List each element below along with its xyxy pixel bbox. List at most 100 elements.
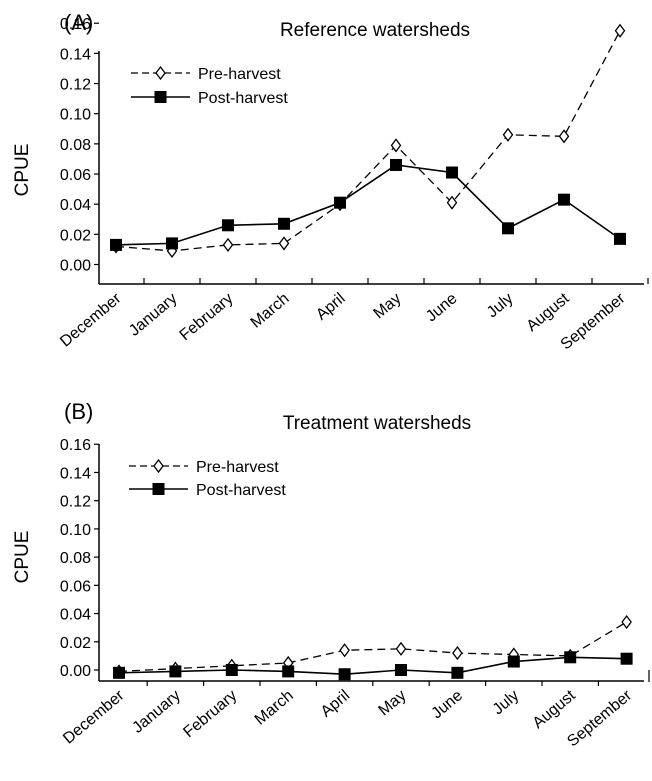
y-tick-label: 0.00 [60, 258, 91, 275]
y-tick-label: 0.06 [60, 167, 91, 184]
legend-marker-square-icon [152, 483, 165, 495]
panel-a-legend: Pre-harvest Post-harvest [131, 65, 288, 107]
y-tick-label: 0.12 [60, 494, 91, 511]
series-line-pre-harvest [118, 621, 627, 673]
data-point-post-harvest [225, 664, 238, 676]
x-tick-label: June [423, 290, 461, 325]
x-tick-label: July [490, 687, 523, 718]
panel-b: (B) Treatment watersheds CPUE 0.000.020.… [12, 399, 650, 750]
y-tick-label: 0.16 [60, 437, 91, 454]
series-line-post-harvest [115, 164, 621, 246]
data-point-post-harvest [564, 651, 577, 664]
data-point-post-harvest [390, 158, 402, 171]
series-line-post-harvest [118, 656, 627, 676]
legend-label-post-harvest: Post-harvest [196, 482, 286, 499]
legend-label-pre-harvest: Pre-harvest [196, 459, 279, 476]
data-point-pre-harvest [452, 645, 463, 661]
data-point-pre-harvest [395, 641, 407, 656]
y-tick-label: 0.02 [60, 635, 91, 652]
y-tick-label: 0.10 [60, 107, 91, 124]
legend-label-post-harvest: Post-harvest [198, 90, 288, 107]
x-tick-label: May [370, 290, 404, 322]
panel-a: (A) Reference watersheds CPUE 0.000.020.… [12, 10, 649, 353]
legend-marker-square-icon [154, 91, 167, 103]
panel-b-legend: Pre-harvest Post-harvest [129, 458, 286, 499]
data-point-post-harvest [334, 196, 346, 209]
x-tick-label: April [318, 687, 353, 721]
legend-item-pre-harvest: Pre-harvest [131, 65, 281, 83]
data-point-post-harvest [395, 664, 407, 676]
legend-item-pre-harvest: Pre-harvest [129, 458, 279, 476]
legend-item-post-harvest: Post-harvest [131, 90, 288, 107]
panel-b-y-ticks: 0.00 0.02 0.04 0.06 0.08 0.10 0.12 0.14 0.16 [60, 437, 99, 680]
panel-a-series [110, 23, 626, 259]
y-tick-label: 0.08 [60, 137, 91, 154]
legend-marker-diamond-icon [153, 458, 164, 474]
panel-a-y-ticks: 0.00 0.02 0.04 0.06 0.08 0.10 0.12 0.14 0.16 [60, 16, 99, 275]
y-tick-label: 0.10 [60, 522, 91, 539]
data-point-post-harvest [169, 665, 182, 678]
legend-label-pre-harvest: Pre-harvest [198, 66, 281, 83]
data-point-post-harvest [502, 222, 514, 235]
data-point-post-harvest [446, 166, 458, 179]
data-point-pre-harvest [222, 237, 234, 252]
x-tick-label: June [428, 687, 466, 722]
panel-b-y-axis-title: CPUE [12, 531, 33, 584]
x-tick-label: March [248, 290, 293, 332]
data-point-post-harvest [614, 232, 626, 245]
series-line-pre-harvest [115, 30, 621, 252]
data-point-pre-harvest [614, 23, 626, 38]
panel-a-title: Reference watersheds [280, 20, 470, 41]
data-point-post-harvest [110, 238, 122, 251]
x-tick-label: August [523, 290, 573, 335]
data-point-post-harvest [282, 665, 295, 678]
x-tick-label: April [313, 290, 348, 324]
panel-a-y-axis-title: CPUE [12, 144, 33, 197]
x-tick-label: February [180, 687, 240, 741]
x-tick-label: August [530, 687, 580, 732]
x-tick-label: March [252, 687, 297, 729]
data-point-pre-harvest [446, 195, 458, 210]
y-tick-label: 0.00 [60, 663, 91, 680]
y-tick-label: 0.04 [60, 197, 91, 214]
panel-b-letter: (B) [64, 399, 93, 424]
y-tick-label: 0.08 [60, 550, 91, 567]
data-point-pre-harvest [558, 129, 570, 144]
y-tick-label: 0.04 [60, 607, 91, 624]
data-point-post-harvest [620, 652, 633, 665]
panel-a-letter: (A) [64, 10, 93, 35]
x-tick-label: July [484, 290, 517, 321]
y-tick-label: 0.06 [60, 578, 91, 595]
x-tick-label: January [126, 290, 181, 340]
data-point-post-harvest [113, 666, 125, 679]
y-tick-label: 0.14 [60, 46, 91, 63]
y-tick-label: 0.02 [60, 227, 91, 244]
data-point-pre-harvest [390, 138, 402, 153]
data-point-pre-harvest [339, 643, 350, 658]
x-tick-label: December [57, 290, 125, 351]
y-tick-label: 0.16 [60, 16, 91, 33]
data-point-post-harvest [278, 217, 290, 230]
data-point-pre-harvest [278, 236, 290, 251]
x-tick-label: December [60, 687, 128, 748]
x-tick-label: January [129, 687, 184, 737]
data-point-post-harvest [222, 219, 234, 232]
panel-b-title: Treatment watersheds [283, 413, 471, 434]
panel-b-series [113, 614, 633, 681]
x-tick-label: February [177, 290, 237, 344]
data-point-post-harvest [338, 668, 351, 681]
data-point-post-harvest [558, 193, 570, 206]
x-tick-label: May [375, 687, 409, 719]
legend-item-post-harvest: Post-harvest [129, 482, 286, 499]
data-point-post-harvest [507, 655, 520, 668]
data-point-post-harvest [166, 237, 178, 250]
legend-marker-diamond-icon [155, 65, 166, 81]
y-tick-label: 0.14 [60, 465, 91, 482]
data-point-pre-harvest [502, 127, 514, 142]
data-point-post-harvest [451, 666, 464, 679]
data-point-pre-harvest [621, 614, 632, 630]
y-tick-label: 0.12 [60, 77, 91, 94]
